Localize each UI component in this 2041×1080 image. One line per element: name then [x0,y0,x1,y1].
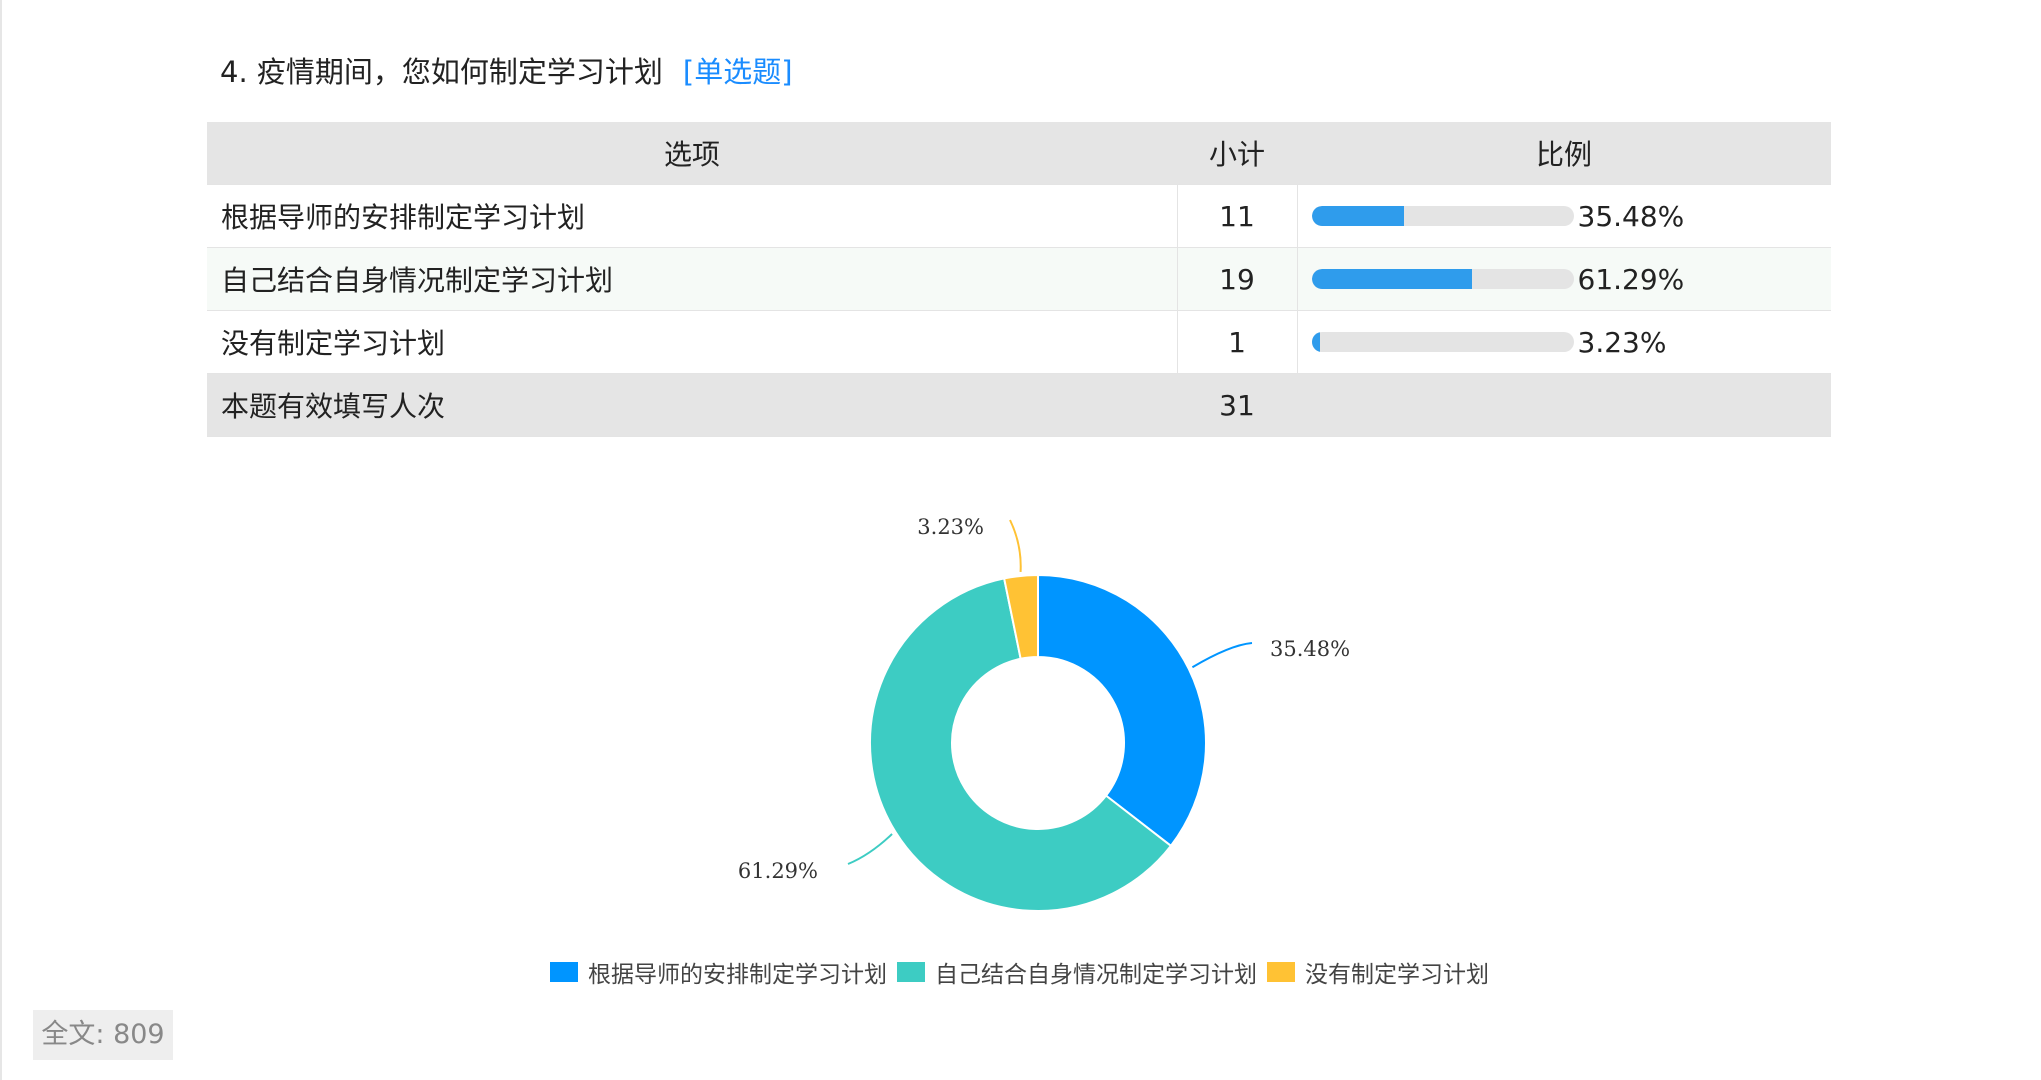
donut-slice[interactable] [1037,573,1207,848]
legend-item[interactable]: 没有制定学习计划 [1267,955,1489,989]
table-row: 没有制定学习计划 1 3.23% [207,310,1831,374]
result-table: 选项 小计 比例 根据导师的安排制定学习计划 11 35.48% 自己结合自身情… [207,122,1831,437]
ratio-percent: 35.48% [1577,199,1685,233]
table-row: 根据导师的安排制定学习计划 11 35.48% [207,184,1831,248]
slice-leader-line [1191,642,1253,669]
slice-leader-line [1009,519,1022,572]
legend-swatch [897,962,925,982]
total-empty-cell [1297,373,1831,437]
legend-label: 自己结合自身情况制定学习计划 [935,962,1257,988]
row-option: 自己结合自身情况制定学习计划 [207,247,1177,311]
ratio-bar-fill [1311,332,1320,352]
header-count: 小计 [1177,122,1297,185]
legend-label: 根据导师的安排制定学习计划 [588,962,887,988]
ratio-bar-track [1311,269,1574,289]
legend-label: 没有制定学习计划 [1305,962,1489,988]
header-ratio: 比例 [1297,122,1831,185]
header-option: 选项 [207,122,1177,185]
page-left-edge [0,0,2,1080]
legend-swatch [1267,962,1295,982]
table-total-row: 本题有效填写人次 31 [207,373,1831,437]
row-count: 19 [1176,247,1298,311]
donut-slice[interactable] [1002,573,1039,660]
ratio-bar-fill [1311,206,1405,226]
slice-label: 3.23% [917,515,984,539]
row-ratio: 61.29% [1297,247,1831,311]
chart-legend: 根据导师的安排制定学习计划 自己结合自身情况制定学习计划 没有制定学习计划 [550,955,1499,989]
slice-label: 35.48% [1270,637,1350,661]
ratio-percent: 3.23% [1577,325,1667,359]
table-row: 自己结合自身情况制定学习计划 19 61.29% [207,247,1831,311]
row-ratio: 3.23% [1297,310,1831,374]
row-ratio: 35.48% [1297,184,1831,248]
total-label: 本题有效填写人次 [207,373,1177,437]
total-count: 31 [1177,373,1297,437]
legend-swatch [550,962,578,982]
question-title: 4. 疫情期间，您如何制定学习计划 [单选题] [220,50,793,94]
row-count: 11 [1176,184,1298,248]
legend-item[interactable]: 根据导师的安排制定学习计划 [550,955,887,989]
row-option: 根据导师的安排制定学习计划 [207,184,1177,248]
slice-label: 61.29% [738,859,818,883]
row-count: 1 [1176,310,1298,374]
ratio-percent: 61.29% [1577,262,1685,296]
donut-slice[interactable] [869,577,1173,912]
question-type-tag: [单选题] [682,55,793,89]
ratio-bar-track [1311,332,1574,352]
row-option: 没有制定学习计划 [207,310,1177,374]
legend-item[interactable]: 自己结合自身情况制定学习计划 [897,955,1257,989]
ratio-bar-track [1311,206,1574,226]
slice-leader-line [847,833,893,865]
table-header-row: 选项 小计 比例 [207,122,1831,185]
question-text: 4. 疫情期间，您如何制定学习计划 [220,55,663,89]
word-count-badge: 全文: 809 [33,1010,173,1060]
ratio-bar-fill [1311,269,1473,289]
